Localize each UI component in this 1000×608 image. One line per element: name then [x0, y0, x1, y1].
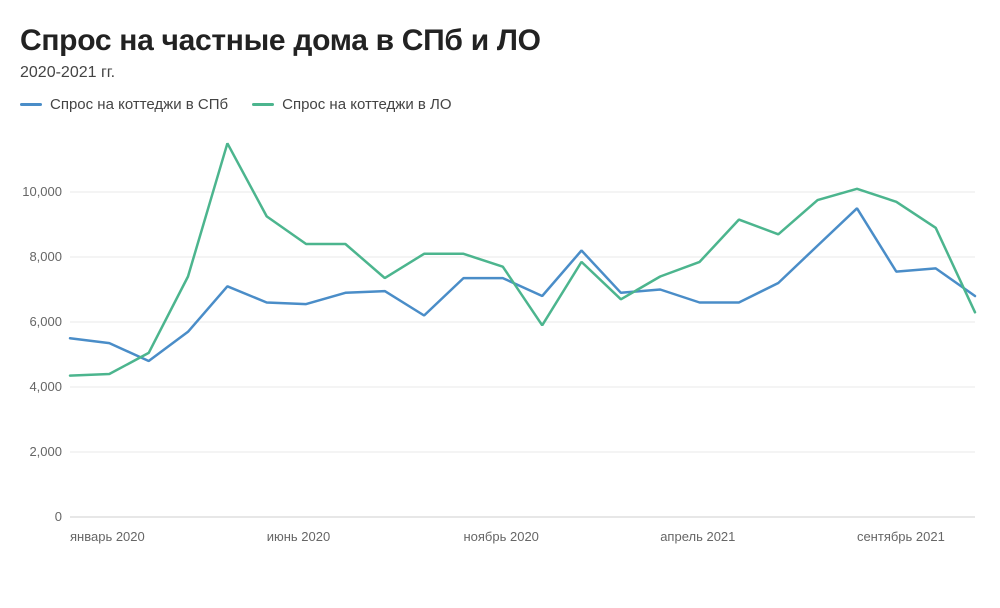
y-tick-label: 4,000 [29, 379, 62, 394]
series-lo [70, 143, 975, 375]
line-chart-svg: 0 2,000 4,000 6,000 8,000 10,000 январь 2020 ию… [20, 119, 980, 559]
legend-label-spb: Спрос на коттеджи в СПб [50, 96, 228, 113]
y-tick-label: 10,000 [22, 184, 62, 199]
chart-title: Спрос на частные дома в СПб и ЛО [20, 24, 980, 58]
legend-swatch-spb [20, 103, 42, 106]
chart-page: { "chart": { "type": "line", "title": "С… [0, 0, 1000, 608]
legend-swatch-lo [252, 103, 274, 106]
chart-plot-area: 0 2,000 4,000 6,000 8,000 10,000 январь 2020 ию… [20, 119, 980, 564]
y-tick-label: 8,000 [29, 249, 62, 264]
x-tick-label: сентябрь 2021 [857, 529, 945, 544]
series-spb [70, 208, 975, 361]
x-tick-label: апрель 2021 [660, 529, 735, 544]
legend-item-lo: Спрос на коттеджи в ЛО [252, 96, 451, 113]
x-tick-label: июнь 2020 [267, 529, 331, 544]
legend: Спрос на коттеджи в СПб Спрос на коттедж… [20, 96, 980, 113]
y-tick-label: 0 [55, 509, 62, 524]
x-tick-label: ноябрь 2020 [463, 529, 538, 544]
chart-subtitle: 2020-2021 гг. [20, 64, 980, 82]
y-tick-label: 2,000 [29, 444, 62, 459]
y-tick-label: 6,000 [29, 314, 62, 329]
x-tick-label: январь 2020 [70, 529, 145, 544]
legend-item-spb: Спрос на коттеджи в СПб [20, 96, 228, 113]
legend-label-lo: Спрос на коттеджи в ЛО [282, 96, 451, 113]
